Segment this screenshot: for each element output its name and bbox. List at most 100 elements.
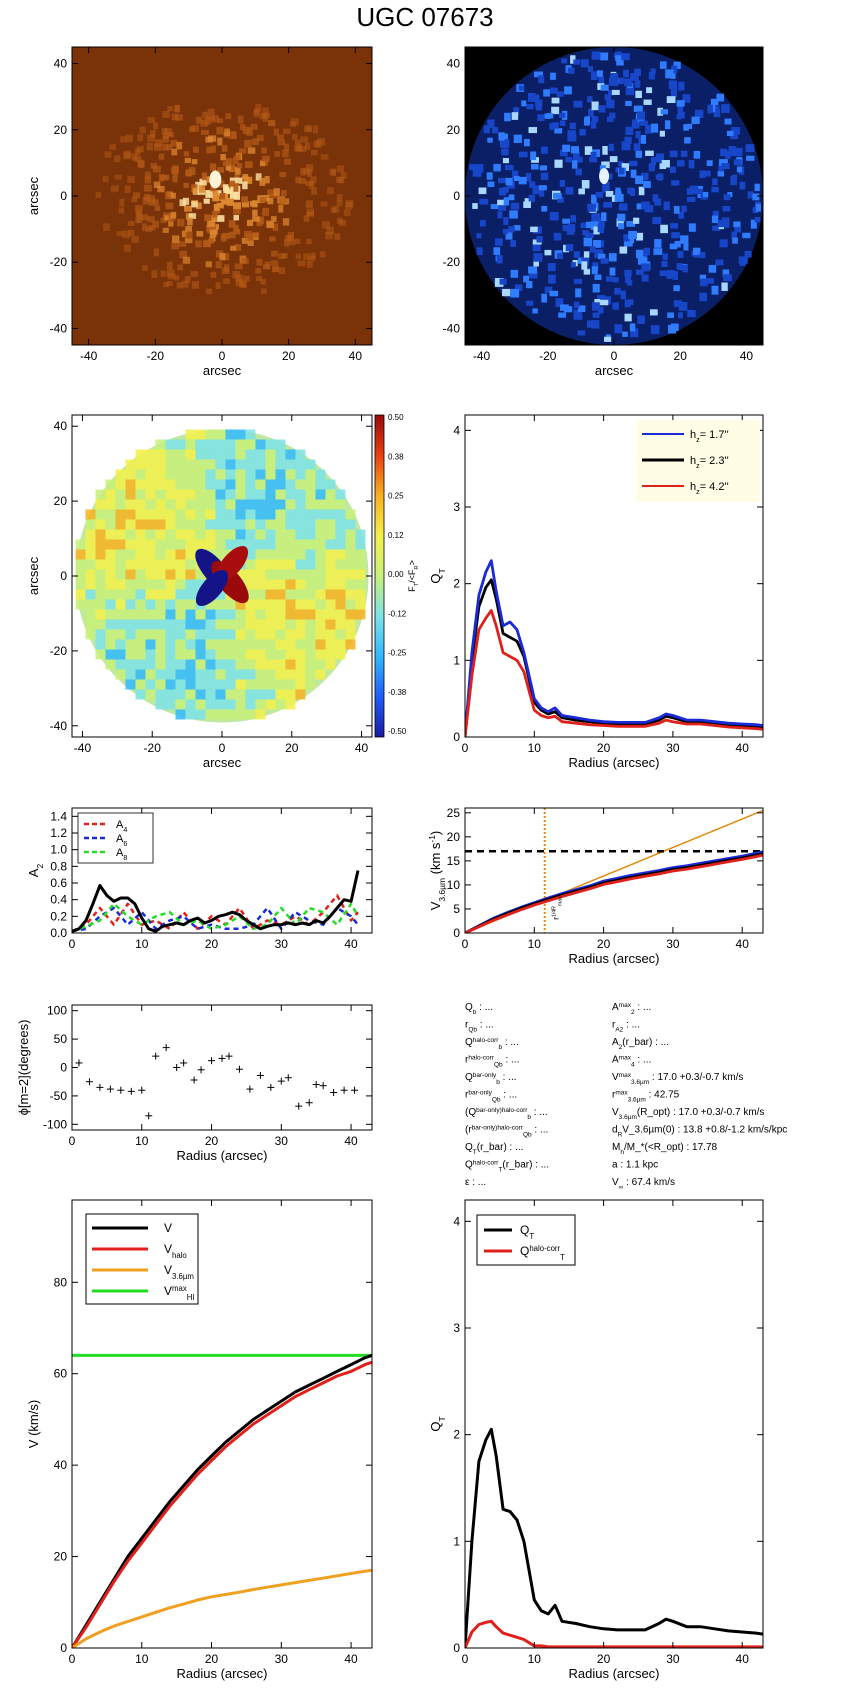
map-cell bbox=[295, 499, 306, 510]
map-cell bbox=[315, 649, 326, 660]
map-cell bbox=[275, 459, 286, 470]
map-cell bbox=[115, 499, 126, 510]
image-pixel bbox=[228, 231, 236, 239]
image-pixel bbox=[533, 253, 543, 262]
image-pixel bbox=[643, 180, 651, 188]
y-tick-label: -40 bbox=[50, 719, 68, 733]
image-pixel bbox=[498, 132, 505, 141]
image-pixel bbox=[233, 208, 241, 215]
image-pixel bbox=[306, 164, 314, 172]
image-pixel bbox=[212, 210, 218, 218]
image-pixel bbox=[267, 189, 276, 197]
image-pixel bbox=[312, 125, 319, 134]
map-cell bbox=[155, 459, 166, 470]
x-tick-label: 0 bbox=[611, 349, 618, 363]
image-pixel bbox=[182, 256, 191, 264]
map-cell bbox=[135, 649, 146, 660]
image-pixel bbox=[240, 258, 249, 265]
image-pixel bbox=[207, 238, 215, 244]
x-tick-label: -40 bbox=[80, 349, 98, 363]
legend-label: hz= 4.2'' bbox=[690, 481, 729, 496]
y-tick-label: 80 bbox=[54, 1275, 68, 1289]
image-pixel bbox=[638, 186, 645, 196]
x-tick-label: 10 bbox=[528, 1652, 542, 1666]
image-pixel bbox=[228, 131, 237, 139]
image-pixel bbox=[205, 190, 213, 198]
map-cell bbox=[345, 629, 356, 640]
image-pixel bbox=[570, 55, 576, 64]
image-pixel bbox=[147, 216, 155, 223]
image-pixel bbox=[656, 153, 665, 163]
map-cell bbox=[275, 549, 286, 560]
image-pixel bbox=[606, 173, 613, 180]
map-cell bbox=[105, 609, 116, 620]
image-pixel bbox=[233, 224, 239, 232]
phase-point bbox=[197, 1066, 205, 1074]
map-cell bbox=[115, 559, 126, 570]
x-axis-label: Radius (arcsec) bbox=[176, 1666, 267, 1681]
image-pixel bbox=[274, 151, 281, 157]
image-pixel bbox=[479, 220, 486, 227]
map-cell bbox=[155, 519, 166, 530]
map-cell bbox=[325, 559, 336, 570]
map-cell bbox=[135, 689, 146, 700]
image-pixel bbox=[210, 271, 217, 278]
map-cell bbox=[215, 639, 226, 650]
x-tick-label: -20 bbox=[144, 741, 162, 755]
map-cell bbox=[295, 479, 306, 490]
image-pixel bbox=[666, 270, 676, 279]
image-pixel bbox=[260, 278, 266, 285]
image-pixel bbox=[508, 194, 515, 201]
map-cell bbox=[155, 659, 166, 670]
image-pixel bbox=[472, 168, 482, 177]
map-cell bbox=[265, 579, 276, 590]
map-cell bbox=[345, 559, 356, 570]
image-pixel bbox=[717, 220, 726, 228]
image-pixel bbox=[606, 116, 614, 122]
map-cell bbox=[265, 689, 276, 700]
phase-point bbox=[152, 1052, 160, 1060]
phase-point bbox=[305, 1099, 313, 1107]
image-pixel bbox=[157, 185, 165, 193]
image-pixel bbox=[503, 197, 509, 206]
x-axis-label: arcsec bbox=[203, 755, 242, 770]
map-cell bbox=[245, 499, 256, 510]
map-cell bbox=[245, 609, 256, 620]
image-pixel bbox=[627, 187, 635, 194]
image-pixel bbox=[153, 122, 159, 130]
map-cell bbox=[285, 459, 296, 470]
image-pixel bbox=[510, 202, 520, 210]
map-cell bbox=[165, 669, 176, 680]
map-cell bbox=[245, 539, 256, 550]
a2-line bbox=[72, 870, 360, 933]
map-cell bbox=[115, 669, 126, 680]
image-pixel bbox=[297, 260, 306, 267]
parameter-row: A2(r_bar) : ... bbox=[612, 1037, 669, 1051]
image-pixel bbox=[325, 231, 333, 240]
map-cell bbox=[275, 559, 286, 570]
image-pixel bbox=[616, 57, 624, 66]
image-pixel bbox=[176, 218, 185, 227]
qt-series-line bbox=[465, 559, 763, 737]
map-cell bbox=[135, 489, 146, 500]
image-pixel bbox=[652, 194, 659, 202]
map-cell bbox=[205, 439, 216, 450]
image-pixel bbox=[543, 89, 550, 97]
map-cell bbox=[255, 519, 266, 530]
image-pixel bbox=[591, 51, 601, 60]
map-cell bbox=[305, 579, 316, 590]
map-cell bbox=[165, 689, 176, 700]
map-cell bbox=[135, 669, 146, 680]
image-pixel bbox=[723, 274, 732, 282]
image-pixel bbox=[502, 228, 508, 235]
map-cell bbox=[205, 629, 216, 640]
image-pixel bbox=[621, 163, 630, 171]
map-cell bbox=[195, 679, 206, 690]
x-tick-label: 10 bbox=[135, 937, 149, 951]
parameter-row: Mh/M_*(<R_opt) : 17.78 bbox=[612, 1142, 718, 1156]
map-cell bbox=[175, 499, 186, 510]
colorbar-tick-label: 0.12 bbox=[388, 531, 404, 540]
map-cell bbox=[175, 639, 186, 650]
parameter-row: ε : ... bbox=[465, 1177, 486, 1188]
map-cell bbox=[295, 679, 306, 690]
